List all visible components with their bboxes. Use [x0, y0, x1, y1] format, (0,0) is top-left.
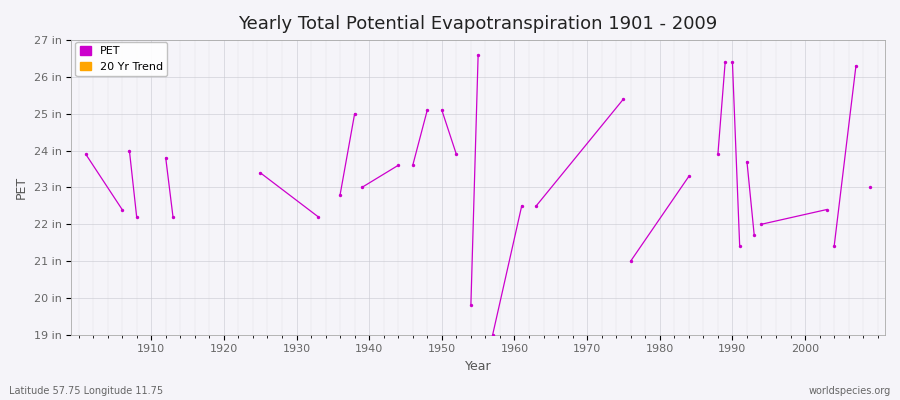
Point: [449, 151, 464, 158]
Point: [718, 59, 733, 66]
Point: [347, 110, 362, 117]
Point: [827, 243, 842, 250]
Point: [733, 243, 747, 250]
Point: [406, 162, 420, 168]
Point: [158, 155, 173, 161]
Point: [130, 214, 144, 220]
Point: [529, 203, 544, 209]
Point: [166, 214, 180, 220]
Point: [849, 63, 863, 69]
Title: Yearly Total Potential Evapotranspiration 1901 - 2009: Yearly Total Potential Evapotranspiratio…: [238, 15, 718, 33]
Point: [78, 151, 93, 158]
X-axis label: Year: Year: [464, 360, 491, 373]
Point: [624, 258, 638, 264]
Text: Latitude 57.75 Longitude 11.75: Latitude 57.75 Longitude 11.75: [9, 386, 163, 396]
Point: [820, 206, 834, 213]
Point: [711, 151, 725, 158]
Point: [122, 147, 137, 154]
Point: [515, 203, 529, 209]
Point: [420, 107, 435, 113]
Point: [681, 173, 696, 180]
Point: [616, 96, 631, 102]
Text: worldspecies.org: worldspecies.org: [809, 386, 891, 396]
Point: [333, 192, 347, 198]
Point: [391, 162, 405, 168]
Point: [863, 184, 878, 191]
Point: [740, 158, 754, 165]
Point: [464, 302, 478, 308]
Legend: PET, 20 Yr Trend: PET, 20 Yr Trend: [76, 42, 167, 76]
Point: [435, 107, 449, 113]
Point: [485, 332, 500, 338]
Y-axis label: PET: PET: [15, 176, 28, 199]
Point: [471, 52, 485, 58]
Point: [115, 206, 130, 213]
Point: [754, 221, 769, 228]
Point: [747, 232, 761, 238]
Point: [253, 170, 267, 176]
Point: [355, 184, 369, 191]
Point: [311, 214, 326, 220]
Point: [725, 59, 740, 66]
